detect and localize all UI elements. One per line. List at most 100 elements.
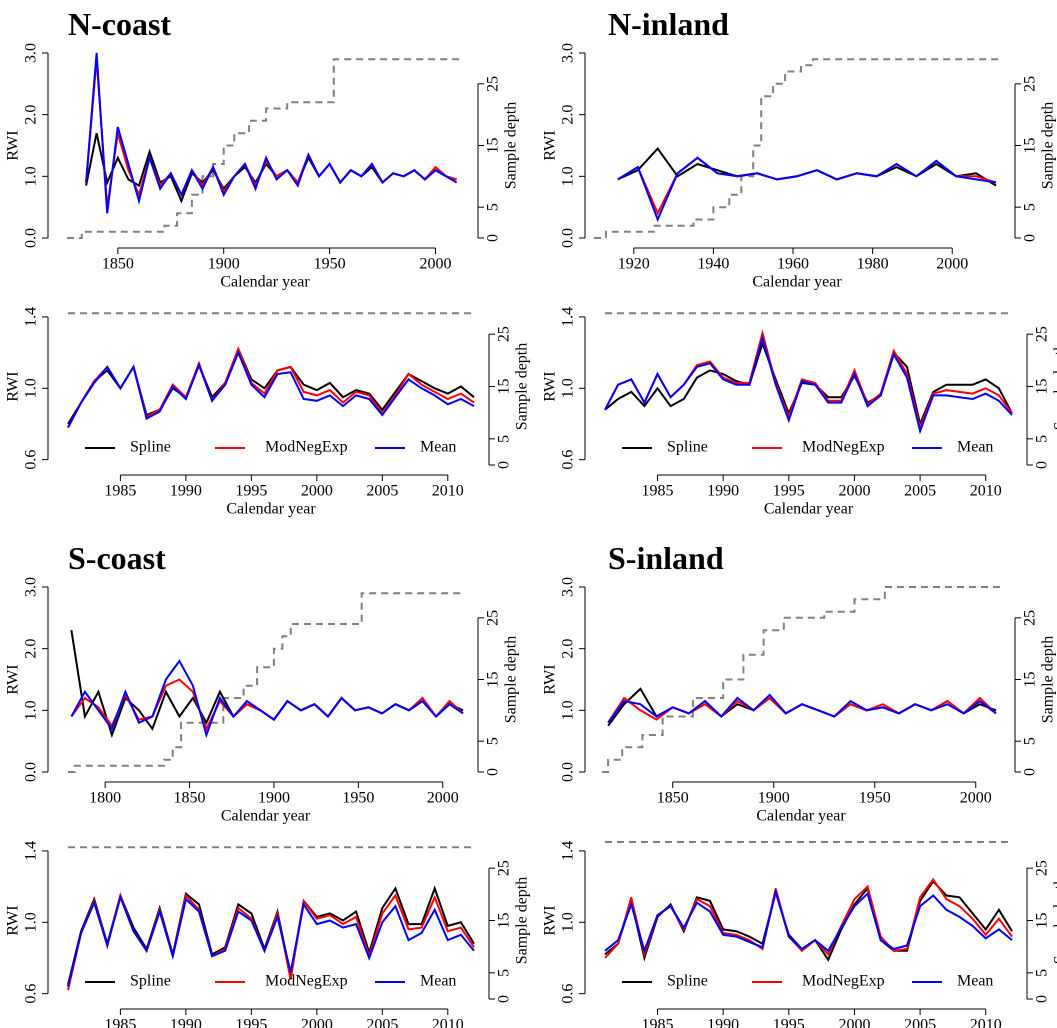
x-tick-label: 1985	[104, 1017, 136, 1028]
x-tick-label: 2000	[936, 256, 968, 273]
y2-tick-label: 25	[1022, 610, 1039, 626]
x-tick-label: 1995	[235, 483, 267, 500]
x-tick-label: 2000	[427, 790, 459, 807]
legend-label: Spline	[130, 439, 171, 456]
x-tick-label: 2005	[904, 1017, 936, 1028]
y-tick-label: 1.0	[560, 912, 577, 932]
y-tick-label: 1.0	[560, 378, 577, 398]
y2-tick-label: 25	[1022, 76, 1039, 92]
x-tick-label: 2000	[419, 256, 451, 273]
y-tick-label: 1.0	[560, 700, 577, 720]
x-tick-label: 1800	[89, 790, 121, 807]
y2-tick-label: 0	[496, 461, 513, 469]
y-tick-label: 0.6	[560, 450, 577, 470]
y-axis-label: RWI	[542, 664, 559, 694]
legend-label: ModNegExp	[802, 439, 885, 456]
y-tick-label: 0.6	[23, 984, 40, 1004]
x-tick-label: 1980	[857, 256, 889, 273]
x-tick-label: 1850	[657, 790, 689, 807]
y2-tick-label: 0	[1022, 234, 1039, 242]
y2-tick-label: 15	[496, 379, 513, 395]
y2-axis-label: Sample depth	[514, 343, 531, 431]
x-tick-label: 2000	[960, 790, 992, 807]
y2-tick-label: 15	[496, 913, 513, 929]
panel-title: S-coast	[68, 540, 166, 576]
y2-tick-label: 0	[485, 768, 502, 776]
series-line	[604, 329, 1013, 431]
y2-tick-label: 0	[1034, 461, 1051, 469]
x-tick-label: 1850	[102, 256, 134, 273]
y-tick-label: 0.0	[560, 762, 577, 782]
y2-tick-label: 25	[496, 326, 513, 342]
x-tick-label: 1900	[258, 790, 290, 807]
y2-axis-label: Sample depth	[1040, 102, 1057, 190]
y2-axis-label: Sample depth	[1052, 877, 1057, 965]
y-axis-label: RWI	[5, 905, 22, 935]
y2-tick-label: 5	[1034, 969, 1051, 977]
x-tick-label: 2010	[970, 1017, 1002, 1028]
x-tick-label: 1995	[773, 483, 805, 500]
y2-tick-label: 25	[496, 860, 513, 876]
y-axis-label: RWI	[5, 664, 22, 694]
series-line	[85, 59, 457, 208]
y2-tick-label: 15	[1022, 138, 1039, 154]
x-axis-label: Calendar year	[226, 501, 316, 518]
y-axis-label: RWI	[542, 371, 559, 401]
y2-axis-label: Sample depth	[1052, 343, 1057, 431]
y-tick-label: 3.0	[560, 43, 577, 63]
x-tick-label: 1995	[773, 1017, 805, 1028]
y2-tick-label: 0	[1034, 995, 1051, 1003]
x-axis-label: Calendar year	[221, 808, 311, 825]
legend-label: Mean	[957, 439, 993, 456]
y-tick-label: 1.0	[23, 700, 40, 720]
x-tick-label: 1985	[642, 483, 674, 500]
x-tick-label: 1985	[642, 1017, 674, 1028]
series-line	[67, 346, 475, 428]
y2-tick-label: 25	[1034, 860, 1051, 876]
y-tick-label: 2.0	[560, 105, 577, 125]
y2-tick-label: 0	[485, 234, 502, 242]
y2-tick-label: 15	[1022, 672, 1039, 688]
y-tick-label: 0.0	[560, 228, 577, 248]
y-tick-label: 1.4	[560, 307, 577, 327]
x-tick-label: 1900	[758, 790, 790, 807]
y-tick-label: 1.0	[23, 378, 40, 398]
sample-depth-line	[67, 58, 461, 239]
x-tick-label: 1990	[170, 1017, 202, 1028]
y-tick-label: 1.0	[23, 912, 40, 932]
y-axis-label: RWI	[5, 371, 22, 401]
x-tick-label: 1960	[777, 256, 809, 273]
legend-label: Mean	[957, 973, 993, 990]
x-tick-label: 2000	[301, 483, 333, 500]
series-line	[67, 894, 475, 987]
y2-axis-label: Sample depth	[514, 877, 531, 965]
legend-label: ModNegExp	[265, 439, 348, 456]
legend-label: Mean	[420, 973, 456, 990]
x-tick-label: 1990	[170, 483, 202, 500]
y2-tick-label: 25	[485, 76, 502, 92]
x-axis-label: Calendar year	[764, 501, 854, 518]
series-line	[70, 659, 464, 739]
y-tick-label: 1.4	[23, 841, 40, 861]
x-tick-label: 1990	[707, 483, 739, 500]
x-tick-label: 1940	[697, 256, 729, 273]
x-axis-label: Calendar year	[220, 274, 310, 291]
legend-label: ModNegExp	[802, 973, 885, 990]
y2-axis-label: Sample depth	[503, 102, 520, 190]
y-tick-label: 0.0	[23, 228, 40, 248]
x-axis-label: Calendar year	[756, 808, 846, 825]
y-axis-label: RWI	[542, 130, 559, 160]
series-line	[607, 693, 997, 724]
y2-tick-label: 5	[1034, 435, 1051, 443]
x-tick-label: 2010	[432, 1017, 464, 1028]
y2-axis-label: Sample depth	[503, 636, 520, 724]
y2-tick-label: 5	[496, 435, 513, 443]
legend-label: Spline	[667, 439, 708, 456]
x-tick-label: 2005	[366, 1017, 398, 1028]
x-tick-label: 1995	[235, 1017, 267, 1028]
y2-tick-label: 15	[1034, 379, 1051, 395]
x-tick-label: 2000	[838, 483, 870, 500]
y-tick-label: 0.0	[23, 762, 40, 782]
y2-tick-label: 15	[485, 672, 502, 688]
